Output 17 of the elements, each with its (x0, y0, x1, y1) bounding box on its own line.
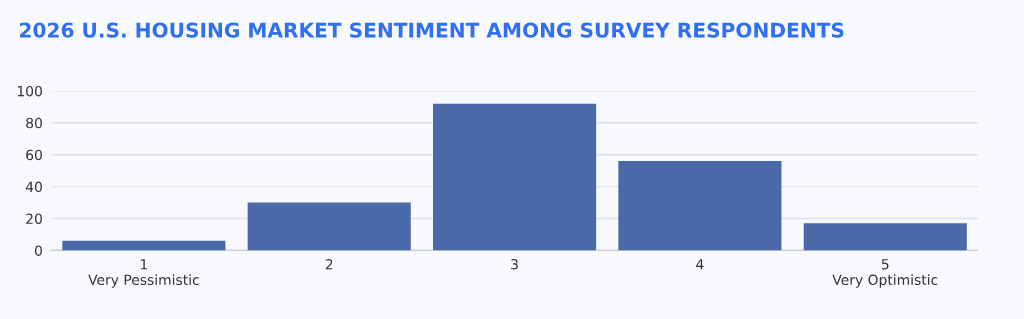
bar (433, 103, 597, 251)
y-tick-label: 100 (17, 85, 42, 97)
y-tick-label: 0 (34, 245, 42, 256)
x-tick-label: 3 (511, 258, 518, 270)
x-tick-label: 1 Very Pessimistic (88, 259, 199, 288)
x-tick-label: 5 Very Optimistic (832, 259, 938, 288)
bar (62, 240, 226, 251)
bar (618, 161, 782, 251)
bar (247, 202, 411, 251)
bar (803, 223, 967, 251)
x-tick-label: 2 (325, 258, 333, 270)
chart-title: 2026 U.S. HOUSING MARKET SENTIMENT AMONG SURVEY RESPONDENTS (20, 22, 844, 38)
x-tick-label: 4 (696, 259, 704, 270)
y-tick-label: 40 (25, 181, 42, 193)
y-tick-label: 20 (26, 213, 42, 224)
y-tick-label: 80 (26, 117, 42, 129)
y-tick-label: 60 (26, 149, 42, 161)
